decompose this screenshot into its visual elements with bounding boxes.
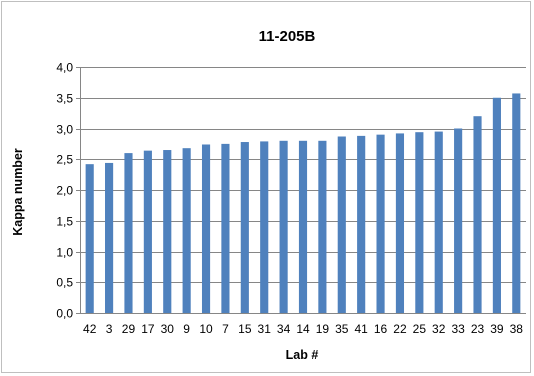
x-tick-label: 42 [83,322,97,336]
axes [76,67,526,314]
bar [454,128,463,313]
x-tick-label: 7 [222,322,229,336]
y-tick-labels: 0,0 0,5 1,0 1,5 2,0 2,5 3,0 3,5 4,0 [56,61,73,321]
x-tick-label: 33 [451,322,465,336]
bar [105,162,114,313]
bar [512,93,521,313]
y-tick-label: 3,5 [56,92,73,106]
x-tick-label: 15 [238,322,252,336]
x-tick-label: 19 [316,322,330,336]
bar [279,140,288,313]
y-tick-label: 2,0 [56,184,73,198]
bar [182,148,191,313]
x-tick-label: 35 [335,322,349,336]
x-tick-labels: 42 3 29 17 30 9 10 7 15 31 34 14 19 35 41 16 22 25 32 33 23 3… [83,322,523,336]
bar [337,136,346,313]
y-tick-label: 1,5 [56,215,73,229]
bar [260,141,269,313]
x-tick-label: 41 [354,322,368,336]
bar [318,140,327,313]
y-tick-label: 4,0 [56,61,73,75]
bar [240,142,249,313]
y-tick-label: 0,5 [56,276,73,290]
bar [473,116,482,313]
x-tick-label: 10 [199,322,213,336]
x-tick-label: 16 [374,322,388,336]
x-tick-label: 39 [490,322,504,336]
bar [357,135,366,313]
x-tick-label: 3 [106,322,113,336]
bars [85,93,521,314]
x-tick-label: 30 [161,322,175,336]
bar [298,140,308,313]
x-tick-label: 23 [471,322,485,336]
bar [492,97,501,313]
bar [143,150,152,313]
x-tick-label: 31 [258,322,272,336]
x-tick-label: 17 [141,322,155,336]
x-tick-label: 22 [393,322,407,336]
x-tick-label: 25 [413,322,427,336]
x-axis-title: Lab # [286,348,319,362]
x-tick-label: 9 [183,322,190,336]
y-tick-label: 0,0 [56,307,73,321]
bar [85,164,94,313]
bar [434,131,443,313]
bar [376,134,385,313]
x-tick-label: 34 [277,322,291,336]
y-axis-title: Kappa number [11,148,25,236]
bar [221,143,230,314]
bar [415,132,424,313]
bar [395,133,405,313]
bar [124,153,133,313]
y-tick-label: 3,0 [56,123,73,137]
x-tick-label: 38 [510,322,524,336]
bar [163,150,172,313]
y-tick-label: 1,0 [56,246,73,260]
bar [201,144,211,313]
x-tick-label: 29 [122,322,136,336]
y-tick-label: 2,5 [56,153,73,167]
chart-title: 11-205B [259,28,316,45]
x-tick-label: 32 [432,322,446,336]
x-tick-label: 14 [296,322,310,336]
